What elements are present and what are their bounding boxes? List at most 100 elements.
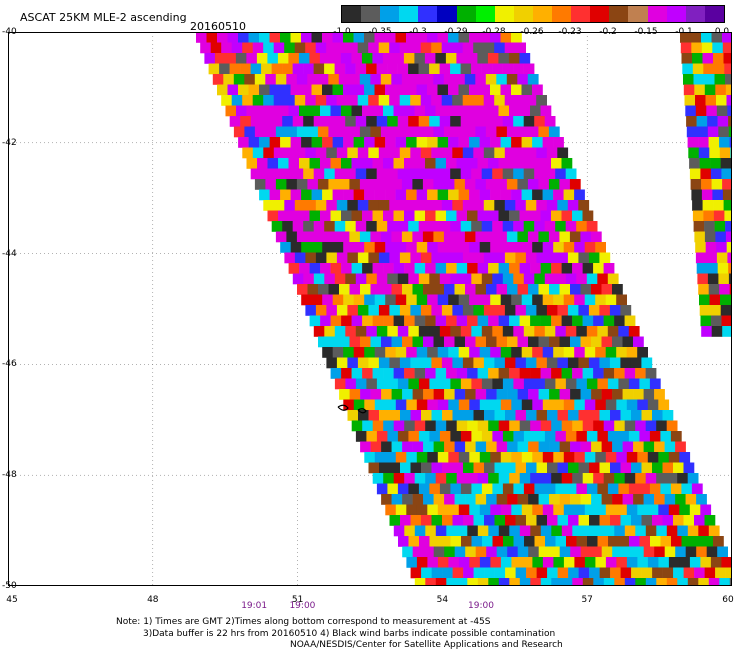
wind-cell bbox=[490, 137, 501, 148]
wind-cell bbox=[391, 126, 403, 138]
wind-cell bbox=[519, 315, 531, 327]
wind-cell bbox=[488, 420, 499, 432]
wind-cell bbox=[217, 84, 228, 96]
wind-cell bbox=[504, 42, 516, 54]
wind-cell bbox=[397, 63, 409, 75]
color-swatch bbox=[418, 6, 438, 22]
wind-cell bbox=[647, 557, 659, 568]
wind-cell bbox=[551, 263, 562, 274]
wind-cell bbox=[618, 536, 630, 547]
wind-cell bbox=[288, 53, 300, 64]
wind-cell bbox=[660, 431, 672, 442]
wind-cell bbox=[515, 95, 526, 106]
wind-cell bbox=[351, 420, 363, 432]
wind-cell bbox=[511, 189, 522, 201]
product-date: 20160510 bbox=[190, 20, 246, 33]
wind-cell bbox=[359, 74, 371, 85]
wind-cell bbox=[716, 95, 727, 106]
wind-cell bbox=[519, 420, 531, 432]
wind-cell bbox=[328, 231, 340, 243]
wind-cell bbox=[389, 515, 401, 526]
wind-cell bbox=[641, 462, 653, 474]
wind-cell bbox=[389, 357, 401, 369]
wind-cell bbox=[521, 189, 533, 201]
wind-cell bbox=[345, 273, 357, 285]
wind-cell bbox=[458, 189, 470, 201]
wind-cell bbox=[408, 63, 419, 75]
wind-cell bbox=[706, 105, 718, 117]
wind-cell bbox=[725, 567, 732, 579]
wind-cell bbox=[658, 504, 670, 516]
wind-cell bbox=[425, 368, 436, 379]
wind-cell bbox=[601, 494, 613, 505]
wind-cell bbox=[490, 242, 501, 253]
wind-cell bbox=[404, 420, 415, 432]
wind-cell bbox=[542, 452, 554, 463]
wind-cell bbox=[475, 494, 487, 505]
wind-cell bbox=[288, 158, 300, 169]
wind-cell bbox=[330, 105, 342, 117]
wind-cell bbox=[593, 263, 604, 274]
wind-cell bbox=[443, 179, 455, 190]
wind-cell bbox=[703, 210, 715, 222]
wind-cell bbox=[679, 452, 691, 463]
wind-cell bbox=[250, 63, 262, 75]
wind-cell bbox=[654, 441, 665, 453]
wind-cell bbox=[307, 74, 319, 85]
wind-cell bbox=[649, 431, 661, 442]
wind-cell bbox=[481, 116, 493, 127]
wind-cell bbox=[492, 326, 504, 337]
wind-cell bbox=[292, 168, 304, 180]
wind-cell bbox=[404, 105, 415, 117]
wind-cell bbox=[275, 74, 287, 85]
wind-cell bbox=[387, 431, 399, 442]
wind-cell bbox=[567, 305, 579, 316]
wind-cell bbox=[652, 410, 663, 421]
wind-cell bbox=[374, 137, 386, 148]
wind-cell bbox=[506, 179, 518, 190]
wind-cell bbox=[280, 84, 291, 96]
wind-cell bbox=[196, 32, 207, 43]
wind-cell bbox=[332, 189, 344, 201]
wind-cell bbox=[443, 126, 455, 138]
lat-label: -44 bbox=[2, 248, 17, 259]
wind-cell bbox=[618, 431, 630, 442]
wind-cell bbox=[486, 284, 497, 295]
wind-cell bbox=[570, 441, 581, 453]
wind-cell bbox=[521, 504, 533, 516]
wind-cell bbox=[433, 494, 445, 505]
wind-cell bbox=[315, 147, 327, 159]
wind-cell bbox=[513, 116, 524, 127]
wind-cell bbox=[439, 378, 451, 390]
wind-cell bbox=[570, 494, 581, 505]
wind-cell bbox=[540, 315, 552, 327]
wind-cell bbox=[416, 294, 428, 306]
wind-cell bbox=[235, 53, 247, 64]
wind-cell bbox=[719, 578, 731, 586]
wind-cell bbox=[366, 221, 377, 232]
wind-cell bbox=[446, 420, 457, 432]
wind-cell bbox=[398, 536, 409, 547]
wind-cell bbox=[601, 284, 613, 295]
wind-cell bbox=[502, 431, 514, 442]
wind-cell bbox=[355, 326, 367, 337]
wind-cell bbox=[639, 536, 651, 547]
wind-cell bbox=[423, 336, 434, 348]
wind-cell bbox=[536, 515, 548, 526]
wind-cell bbox=[427, 557, 439, 568]
wind-cell bbox=[416, 399, 428, 411]
wind-cell bbox=[641, 357, 653, 369]
wind-cell bbox=[301, 137, 312, 148]
wind-cell bbox=[376, 116, 388, 127]
wind-cell bbox=[536, 462, 548, 474]
wind-cell bbox=[498, 158, 510, 169]
wind-cell bbox=[511, 557, 523, 568]
wind-cell bbox=[238, 84, 249, 96]
wind-cell bbox=[458, 84, 470, 96]
wind-cell bbox=[406, 137, 417, 148]
wind-cell bbox=[673, 462, 684, 474]
wind-cell bbox=[687, 137, 699, 148]
swath-map[interactable] bbox=[8, 32, 732, 586]
wind-cell bbox=[513, 168, 524, 180]
wind-cell bbox=[574, 242, 585, 253]
